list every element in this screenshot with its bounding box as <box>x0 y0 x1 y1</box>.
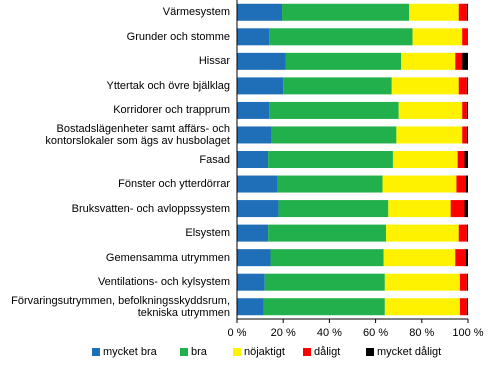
category-label: Korridorer och trapprum <box>113 104 230 117</box>
category-label: Gemensamma utrymmen <box>105 251 230 264</box>
category-label: Förvaringsutrymmen, befolkningsskyddsrum… <box>11 294 230 319</box>
x-tick-label: 20 % <box>271 327 296 339</box>
bar-segment <box>464 200 468 218</box>
category-label: Elsystem <box>185 227 230 240</box>
bar-segment <box>450 200 465 218</box>
bar-segment <box>237 200 279 218</box>
bar-segment <box>456 175 466 193</box>
bar-segment <box>237 224 269 242</box>
bar-segment <box>398 101 463 119</box>
bar-segment <box>466 101 468 119</box>
bar-segment <box>237 126 272 144</box>
legend-label: dåligt <box>314 346 340 358</box>
bar-segment <box>465 175 468 193</box>
bar-segment <box>277 175 383 193</box>
bar-segment <box>384 298 460 316</box>
x-tick-label: 0 % <box>228 327 247 339</box>
bar-segment <box>269 101 399 119</box>
legend-swatch <box>366 348 374 356</box>
bar-segment <box>462 126 467 144</box>
bar-segment <box>458 3 467 21</box>
category-label: Bruksvatten- och avloppssystem <box>71 202 230 215</box>
category-label: Bostadslägenheter samt affärs- och konto… <box>45 122 230 147</box>
bar-segment <box>271 126 397 144</box>
bar-segment <box>392 151 458 168</box>
legend-swatch <box>92 348 100 356</box>
category-label: Värmesystem <box>162 6 230 19</box>
bar-segment <box>285 52 402 70</box>
bar-segment <box>388 200 451 218</box>
x-tick-label: 40 % <box>317 327 342 339</box>
bar-segment <box>466 273 468 291</box>
bar-segment <box>466 77 468 95</box>
bar-segment <box>237 175 278 193</box>
bar-segment <box>457 151 465 168</box>
bar-segment <box>409 3 459 21</box>
bar-segment <box>462 101 467 119</box>
bar-segment <box>455 52 463 70</box>
bar-segment <box>458 77 467 95</box>
legend-label: mycket dåligt <box>377 346 441 358</box>
legend-swatch <box>303 348 311 356</box>
bar-segment <box>263 298 385 316</box>
bar-segment <box>459 273 467 291</box>
bar-segment <box>269 28 413 46</box>
category-label: Hissar <box>198 55 230 68</box>
bar-segment <box>391 77 459 95</box>
category-label: Fönster och ytterdörrar <box>118 178 230 191</box>
bar-segment <box>264 273 385 291</box>
bar-segment <box>466 298 468 316</box>
bar-segment <box>466 3 468 21</box>
bar-segment <box>401 52 456 70</box>
bar-segment <box>282 3 410 21</box>
legend-label: bra <box>191 346 208 358</box>
bar-segment <box>237 273 265 291</box>
legend-swatch <box>233 348 241 356</box>
bar-segment <box>237 3 283 21</box>
bar-segment <box>383 249 456 267</box>
x-tick-label: 100 % <box>452 327 483 339</box>
legend-label: mycket bra <box>103 346 158 358</box>
bar-segment <box>270 249 384 267</box>
bar-segment <box>283 77 392 95</box>
bar-segment <box>465 249 468 267</box>
bar-segment <box>462 52 468 70</box>
category-label: Fasad <box>199 153 230 166</box>
bar-segment <box>455 249 466 267</box>
bar-segment <box>464 151 468 168</box>
bar-segment <box>237 249 271 267</box>
bar-segment <box>396 126 463 144</box>
bar-segment <box>237 28 270 46</box>
bar-segment <box>268 224 386 242</box>
bar-segment <box>278 200 389 218</box>
category-label: Yttertak och övre bjälklag <box>106 79 230 92</box>
bar-segment <box>466 224 468 242</box>
bar-segment <box>412 28 463 46</box>
bar-segment <box>237 101 270 119</box>
legend-swatch <box>180 348 188 356</box>
bar-segment <box>384 273 460 291</box>
bar-segment <box>458 224 467 242</box>
bar-segment <box>382 175 457 193</box>
bar-segment <box>459 298 467 316</box>
bar-segment <box>462 28 468 46</box>
bar-segment <box>466 126 468 144</box>
bar-segment <box>237 298 264 316</box>
bar-segment <box>237 151 269 168</box>
legend-label: nöjaktigt <box>244 346 285 358</box>
x-tick-label: 60 % <box>363 327 388 339</box>
bar-segment <box>237 52 286 70</box>
x-tick-label: 80 % <box>409 327 434 339</box>
category-label: Grunder och stomme <box>126 30 230 43</box>
category-label: Ventilations- och kylsystem <box>97 276 230 289</box>
bar-segment <box>268 151 393 168</box>
bar-segment <box>237 77 284 95</box>
bar-segment <box>385 224 459 242</box>
